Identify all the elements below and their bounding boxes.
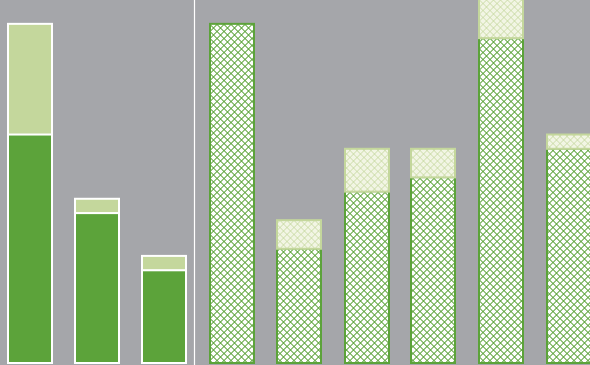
chart-panel-1: [7, 22, 187, 364]
chart-panel-2: [209, 0, 590, 364]
bar-segment-panel1-bar2-series2: [74, 197, 120, 215]
bar-segment-panel2-bar4-series2: [410, 147, 456, 179]
bar-segment-panel1-bar2-series1: [74, 212, 120, 364]
bar-segment-panel2-bar1-series1: [209, 22, 255, 364]
bar-segment-panel2-bar6-series1: [546, 147, 590, 364]
bar-segment-panel1-bar3-series1: [141, 269, 187, 364]
bar-segment-panel1-bar1-series2: [7, 22, 53, 136]
bar-segment-panel2-bar5-series1: [478, 37, 524, 364]
bar-segment-panel2-bar5-series2: [478, 0, 524, 40]
bar-segment-panel2-bar3-series1: [344, 190, 390, 364]
bar-segment-panel1-bar1-series1: [7, 133, 53, 364]
bar-segment-panel2-bar4-series1: [410, 176, 456, 364]
bar-segment-panel2-bar2-series1: [276, 247, 322, 364]
bar-segment-panel2-bar3-series2: [344, 147, 390, 193]
bar-segment-panel2-bar2-series2: [276, 219, 322, 250]
bar-segment-panel2-bar6-series2: [546, 133, 590, 150]
bar-segment-panel1-bar3-series2: [141, 254, 187, 272]
